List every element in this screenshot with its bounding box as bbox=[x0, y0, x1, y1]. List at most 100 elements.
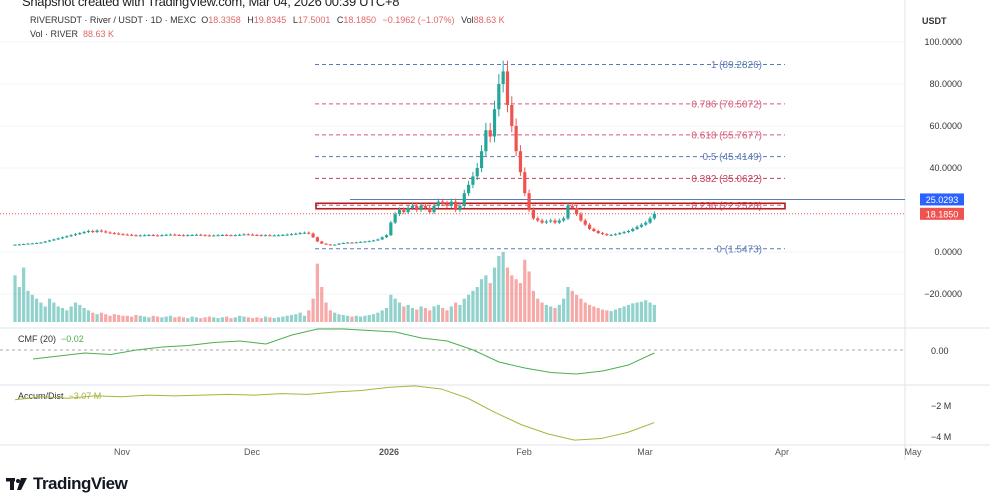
candle-body bbox=[341, 242, 345, 244]
volume-bar bbox=[441, 308, 445, 322]
low-label: L bbox=[292, 15, 298, 25]
candle-body bbox=[644, 222, 648, 225]
volume-bar bbox=[160, 317, 164, 322]
volume-bar bbox=[147, 317, 151, 322]
candle-body bbox=[190, 234, 194, 236]
candle-body bbox=[333, 244, 337, 246]
ad-line bbox=[14, 385, 655, 441]
candle-body bbox=[648, 218, 652, 223]
volume-bar bbox=[86, 310, 91, 322]
candle-body bbox=[289, 234, 294, 236]
candle-body bbox=[415, 205, 419, 210]
ad-tick: −2 M bbox=[931, 401, 951, 411]
cmf-legend: CMF (20) −0.02 bbox=[18, 334, 84, 344]
volume-bar bbox=[65, 310, 69, 322]
candle-body bbox=[56, 238, 60, 240]
volume-bar bbox=[618, 308, 622, 322]
candle-body bbox=[238, 234, 242, 236]
volume-bar bbox=[570, 290, 574, 322]
candle-body bbox=[164, 234, 168, 236]
volume-bar bbox=[289, 315, 294, 322]
volume-bar bbox=[652, 304, 656, 322]
candle-body bbox=[143, 235, 147, 237]
candle-body bbox=[147, 234, 151, 236]
volume-bar bbox=[95, 314, 99, 322]
candle-body bbox=[479, 151, 484, 168]
candle-body bbox=[622, 232, 626, 234]
symbol-title[interactable]: RIVERUSDT · River / USDT · 1D · MEXC bbox=[30, 15, 197, 25]
volume-bar bbox=[121, 315, 125, 322]
volume-bar bbox=[639, 301, 643, 322]
volume-bar bbox=[99, 312, 103, 322]
volume-bar bbox=[39, 302, 43, 322]
volume-bar bbox=[471, 290, 475, 322]
candle-body bbox=[540, 220, 544, 223]
cmf-label[interactable]: CMF (20) bbox=[18, 334, 56, 344]
volume-bar bbox=[562, 298, 566, 322]
volume-bar bbox=[371, 314, 376, 322]
volume-bar bbox=[268, 317, 272, 322]
candle-body bbox=[419, 205, 423, 210]
volume-bar bbox=[35, 298, 39, 322]
volume-bar bbox=[138, 315, 142, 322]
candle-body bbox=[134, 235, 138, 237]
candle-body bbox=[151, 234, 155, 236]
volume-label[interactable]: Vol · RIVER bbox=[30, 29, 79, 39]
candle-body bbox=[371, 240, 376, 242]
volume-bar bbox=[281, 316, 285, 322]
volume-bar bbox=[324, 302, 328, 322]
candle-body bbox=[475, 168, 479, 177]
chart-canvas[interactable]: 100.0000 80.0000 60.0000 40.0000 0.0000 −20.0… bbox=[0, 0, 990, 470]
candle-body bbox=[566, 205, 570, 219]
volume-bar bbox=[333, 312, 337, 322]
fib-level-label: 0.382 (35.0622) bbox=[691, 174, 762, 185]
candle-body bbox=[272, 235, 276, 237]
candle-body bbox=[138, 235, 142, 237]
volume-bar bbox=[255, 317, 259, 322]
time-tick: Dec bbox=[244, 447, 261, 457]
volume-bar bbox=[60, 308, 65, 322]
candle-body bbox=[233, 235, 237, 237]
volume-bar bbox=[406, 304, 410, 322]
candle-body bbox=[112, 233, 116, 235]
volume-bar bbox=[203, 317, 207, 322]
candle-body bbox=[99, 230, 103, 232]
candle-body bbox=[86, 231, 91, 233]
volume-bar bbox=[259, 318, 263, 322]
volume-bar bbox=[69, 306, 73, 322]
ad-legend: Accum/Dist −3.07 M bbox=[18, 391, 101, 401]
fib-level-label: 0.786 (70.5072) bbox=[691, 99, 762, 110]
price-tick: 100.0000 bbox=[924, 37, 962, 47]
volume-bar bbox=[575, 294, 579, 322]
volume-bar bbox=[359, 316, 363, 322]
volume-bar bbox=[346, 315, 350, 322]
candle-body bbox=[363, 241, 367, 243]
candle-body bbox=[207, 235, 211, 237]
volume-bar bbox=[402, 306, 406, 322]
volume-bar bbox=[363, 315, 367, 322]
candle-body bbox=[160, 235, 164, 237]
volume-bar bbox=[596, 308, 600, 322]
candle-body bbox=[311, 233, 315, 238]
candle-body bbox=[69, 235, 73, 237]
volume-bar bbox=[320, 287, 324, 322]
volume-bar bbox=[648, 302, 652, 322]
candle-body bbox=[186, 235, 190, 237]
candle-body bbox=[220, 234, 224, 236]
volume-bar bbox=[47, 298, 52, 322]
volume-bar bbox=[454, 302, 458, 322]
candle-body bbox=[285, 234, 289, 236]
volume-bar bbox=[635, 302, 639, 322]
candle-body bbox=[553, 220, 557, 223]
volume-bar bbox=[600, 309, 605, 322]
ad-label[interactable]: Accum/Dist bbox=[18, 391, 64, 401]
candle-body bbox=[181, 235, 186, 237]
volume-bar bbox=[488, 283, 492, 322]
candle-body bbox=[406, 207, 410, 213]
candle-body bbox=[557, 220, 561, 223]
volume-value: 88.63 K bbox=[83, 29, 115, 39]
candle-body bbox=[613, 234, 618, 236]
candle-body bbox=[13, 244, 17, 246]
volume-bar bbox=[246, 317, 250, 322]
candle-body bbox=[454, 201, 458, 210]
